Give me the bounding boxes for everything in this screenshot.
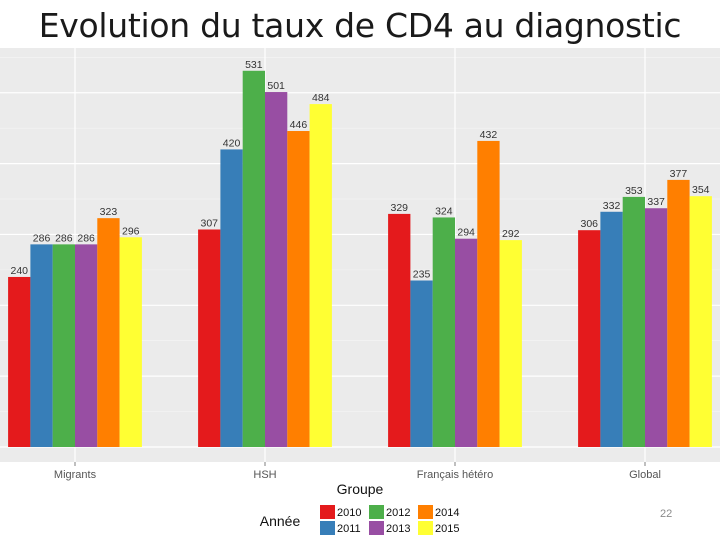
bar	[645, 208, 668, 447]
data-label: 286	[33, 232, 51, 244]
legend-swatch	[369, 505, 384, 519]
data-label: 501	[267, 80, 285, 92]
data-label: 294	[457, 227, 475, 239]
bar	[287, 131, 310, 447]
data-label: 306	[580, 218, 598, 230]
legend-swatch	[320, 505, 335, 519]
x-axis-title: Groupe	[337, 481, 384, 497]
bar	[75, 244, 98, 447]
bar	[388, 213, 411, 447]
bar	[198, 229, 221, 447]
bar	[220, 149, 243, 447]
data-label: 531	[245, 59, 263, 71]
bar	[242, 70, 265, 447]
legend-title: Année	[260, 513, 301, 529]
data-label: 446	[290, 119, 308, 131]
data-label: 484	[312, 92, 330, 104]
bar	[119, 237, 142, 447]
data-label: 324	[435, 205, 453, 217]
data-label: 353	[625, 185, 643, 197]
data-label: 296	[122, 225, 140, 237]
x-tick-label: HSH	[253, 469, 276, 481]
data-label: 420	[223, 137, 241, 149]
bar	[578, 230, 601, 447]
legend-swatch	[418, 505, 433, 519]
data-label: 432	[480, 129, 498, 141]
bar	[309, 104, 332, 447]
slide-title: Evolution du taux de CD4 au diagnostic	[38, 6, 682, 45]
legend-swatch	[418, 521, 433, 535]
bar	[52, 244, 75, 447]
bar	[455, 238, 478, 447]
x-tick-label: Français hétéro	[417, 469, 493, 481]
bar	[410, 280, 433, 447]
data-label: 354	[692, 184, 710, 196]
legend-swatch	[320, 521, 335, 535]
x-tick-label: Global	[629, 469, 661, 481]
legend-label: 2014	[435, 507, 459, 519]
data-label: 307	[200, 217, 218, 229]
bar	[600, 211, 623, 447]
data-label: 235	[413, 269, 431, 281]
data-label: 286	[77, 232, 95, 244]
bar	[8, 276, 31, 447]
bar	[667, 179, 690, 447]
data-label: 377	[670, 168, 688, 180]
bar	[30, 244, 53, 447]
legend-swatch	[369, 521, 384, 535]
legend-label: 2012	[386, 507, 410, 519]
page-number: 22	[660, 508, 673, 520]
bar	[499, 240, 522, 447]
bar	[97, 218, 120, 447]
bar	[432, 217, 455, 447]
legend-label: 2013	[386, 523, 410, 535]
bar	[477, 140, 500, 448]
data-label: 323	[100, 206, 118, 218]
data-label: 329	[390, 202, 408, 214]
bar	[689, 196, 712, 447]
data-label: 286	[55, 232, 73, 244]
x-tick-label: Migrants	[54, 469, 97, 481]
data-label: 332	[603, 200, 621, 212]
bar	[622, 196, 645, 447]
data-label: 240	[10, 265, 28, 277]
data-label: 337	[647, 196, 665, 208]
legend-label: 2010	[337, 507, 361, 519]
bar	[265, 92, 288, 447]
legend-label: 2015	[435, 523, 459, 535]
legend-label: 2011	[337, 523, 361, 535]
data-label: 292	[502, 228, 520, 240]
